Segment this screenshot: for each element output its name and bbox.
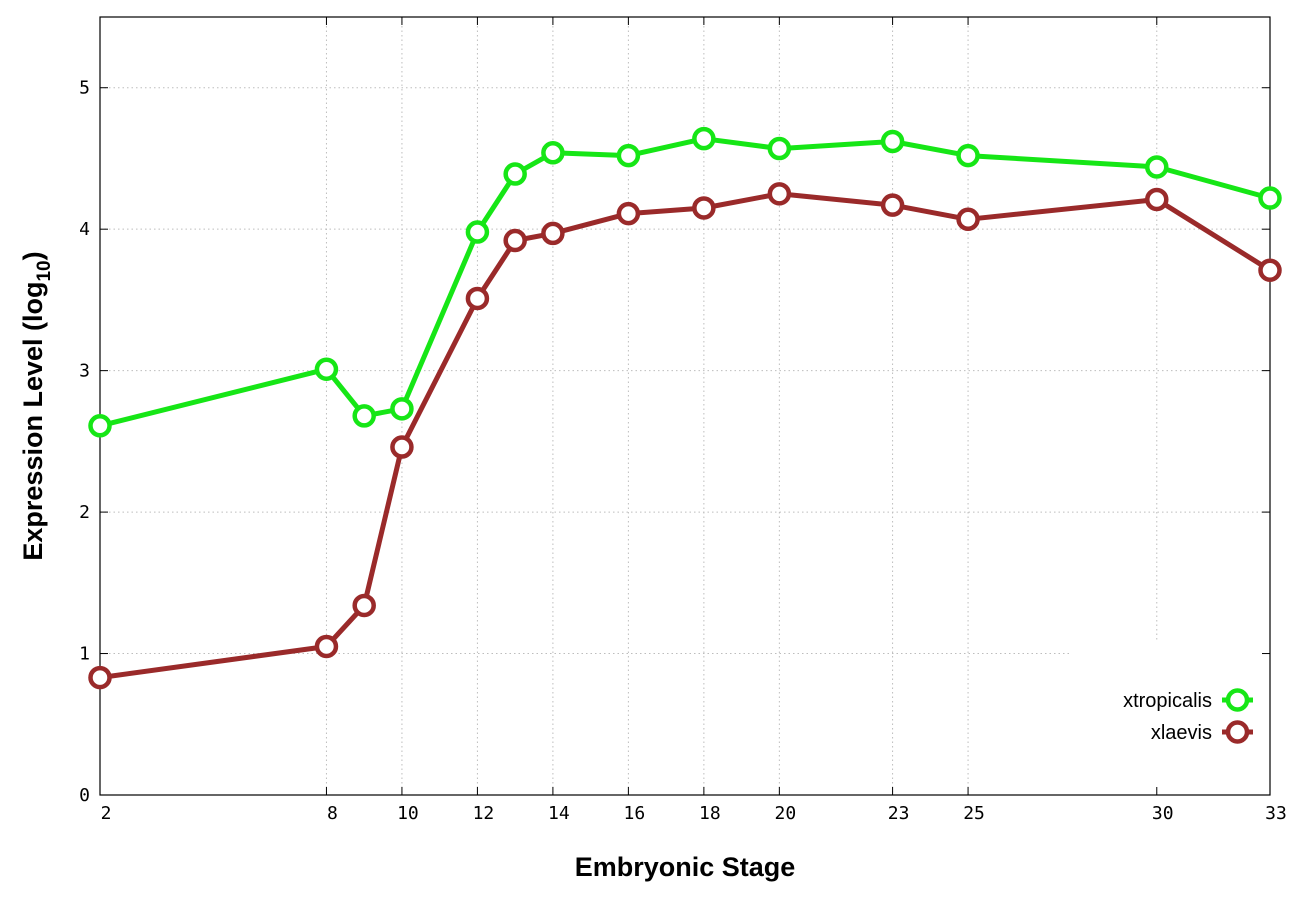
x-tick-label: 25 xyxy=(963,803,985,824)
x-tick-label: 30 xyxy=(1152,803,1174,824)
data-point-xtropicalis xyxy=(1258,186,1282,210)
x-tick-label: 16 xyxy=(624,803,646,824)
y-axis-title: Expression Level (log10) xyxy=(18,251,55,560)
data-point-xtropicalis xyxy=(692,126,716,151)
x-tick-label: 23 xyxy=(888,803,910,824)
legend-label: xtropicalis xyxy=(1123,690,1212,712)
data-point-xlaevis xyxy=(1258,258,1282,282)
x-tick-label: 20 xyxy=(775,803,797,824)
x-tick-label: 12 xyxy=(473,803,495,824)
x-tick-label: 10 xyxy=(397,803,419,824)
legend: xtropicalis xlaevis xyxy=(1123,688,1253,744)
series-xlaevis xyxy=(88,182,1282,690)
y-tick-label: 0 xyxy=(79,785,90,806)
data-point-xlaevis xyxy=(767,182,792,206)
data-point-xtropicalis xyxy=(1145,155,1169,179)
x-tick-label: 33 xyxy=(1265,803,1287,824)
data-point-xlaevis xyxy=(541,221,565,246)
data-point-xtropicalis xyxy=(880,129,905,154)
x-tick-label: 14 xyxy=(548,803,570,824)
data-point-xlaevis xyxy=(314,634,339,659)
legend-background xyxy=(1072,642,1268,792)
data-point-xlaevis xyxy=(352,593,376,618)
data-point-xlaevis xyxy=(390,435,414,459)
y-axis-title-suffix: ) xyxy=(18,251,48,260)
x-axis-title: Embryonic Stage xyxy=(575,852,796,882)
x-tick-label: 18 xyxy=(699,803,721,824)
x-tick-label: 2 xyxy=(101,803,112,824)
data-point-xtropicalis xyxy=(541,141,565,165)
legend-marker xyxy=(1225,720,1250,744)
data-point-xtropicalis xyxy=(352,404,376,428)
series-line-xlaevis xyxy=(99,191,1272,681)
series-group xyxy=(88,126,1282,690)
data-point-xlaevis xyxy=(692,196,716,220)
data-point-xtropicalis xyxy=(314,357,339,381)
data-point-xlaevis xyxy=(956,207,980,232)
data-point-xlaevis xyxy=(1145,187,1169,212)
y-tick-label: 3 xyxy=(79,361,90,382)
series-line-xtropicalis xyxy=(99,136,1271,429)
plot-frame xyxy=(99,16,1271,796)
data-point-xtropicalis xyxy=(616,143,641,168)
y-axis-title-subscript: 10 xyxy=(34,260,55,281)
data-point-xtropicalis xyxy=(465,220,490,244)
series-xtropicalis xyxy=(88,126,1282,438)
x-tick-label: 8 xyxy=(327,803,338,824)
data-point-xlaevis xyxy=(88,665,112,690)
y-tick-label: 2 xyxy=(79,502,90,523)
data-point-xlaevis xyxy=(503,228,527,253)
data-point-xlaevis xyxy=(616,201,641,226)
data-point-xtropicalis xyxy=(503,162,527,186)
data-point-xlaevis xyxy=(465,286,490,311)
legend-label: xlaevis xyxy=(1151,722,1212,744)
data-point-xtropicalis xyxy=(767,136,792,161)
data-point-xtropicalis xyxy=(390,397,414,421)
data-point-xtropicalis xyxy=(956,143,980,168)
y-tick-label: 5 xyxy=(79,78,90,99)
data-point-xtropicalis xyxy=(88,414,112,438)
legend-marker xyxy=(1225,688,1250,712)
y-tick-label: 4 xyxy=(79,219,90,240)
y-axis-title-main: Expression Level (log xyxy=(18,282,48,561)
data-point-xlaevis xyxy=(880,193,905,217)
y-tick-label: 1 xyxy=(79,644,90,665)
